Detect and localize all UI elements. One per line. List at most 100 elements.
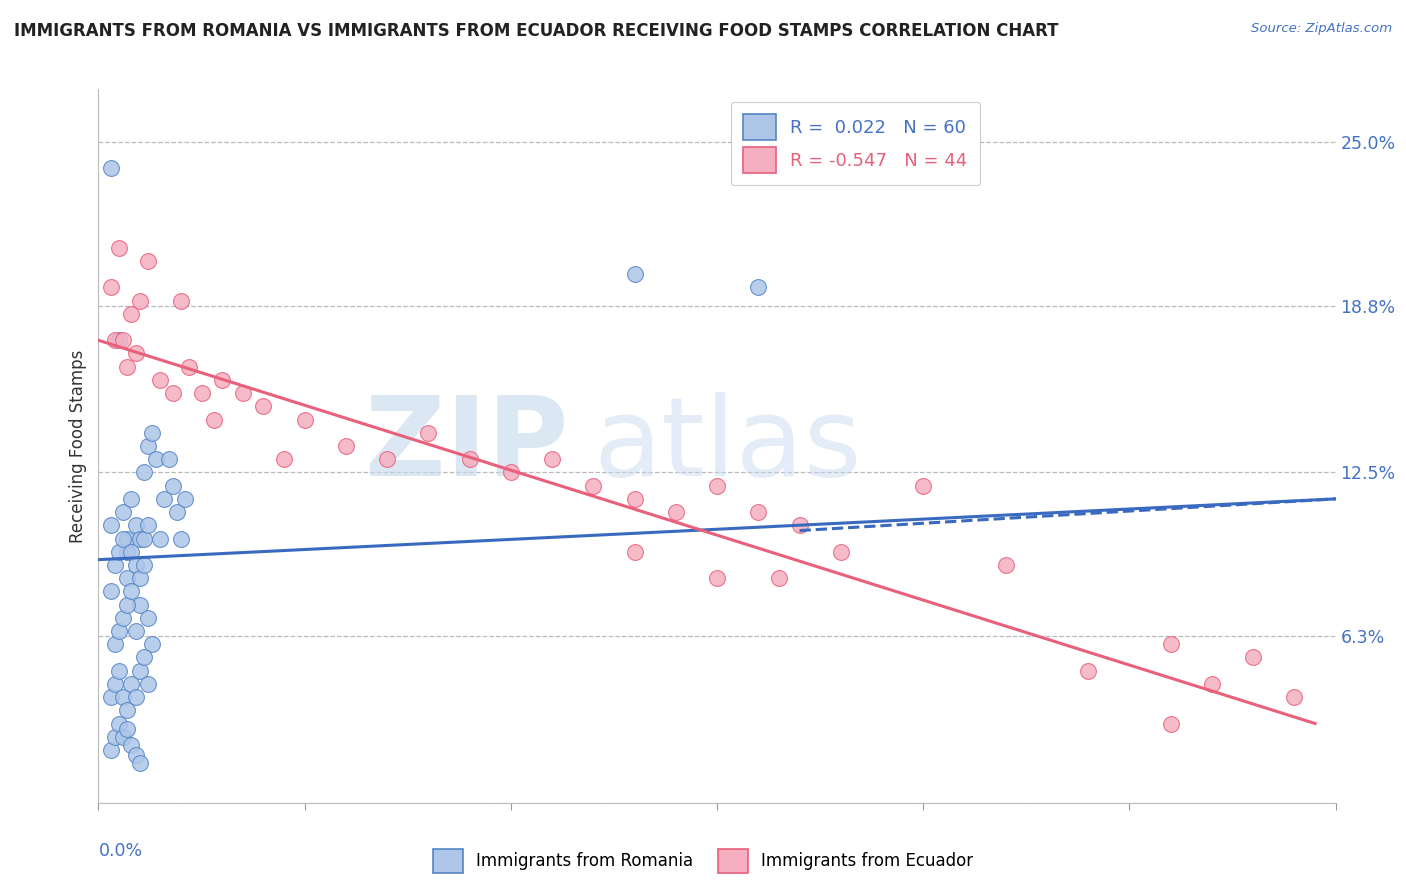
- Point: [124, 690, 146, 704]
- Point: [145, 452, 167, 467]
- Point: [117, 359, 139, 374]
- Point: [1160, 716, 1182, 731]
- Legend: R =  0.022   N = 60, R = -0.547   N = 44: R = 0.022 N = 60, R = -0.547 N = 44: [731, 102, 980, 186]
- Point: [104, 730, 127, 744]
- Point: [170, 293, 193, 308]
- Point: [108, 333, 131, 347]
- Point: [104, 333, 127, 347]
- Point: [124, 624, 146, 638]
- Point: [124, 346, 146, 360]
- Point: [273, 452, 295, 467]
- Point: [100, 161, 122, 176]
- Point: [623, 267, 645, 281]
- Point: [117, 571, 139, 585]
- Point: [157, 452, 180, 467]
- Point: [211, 373, 233, 387]
- Point: [120, 545, 142, 559]
- Point: [706, 571, 728, 585]
- Point: [141, 425, 163, 440]
- Point: [128, 664, 150, 678]
- Point: [100, 280, 122, 294]
- Point: [100, 743, 122, 757]
- Point: [294, 412, 316, 426]
- Point: [541, 452, 564, 467]
- Point: [335, 439, 357, 453]
- Point: [912, 478, 935, 492]
- Point: [499, 466, 522, 480]
- Point: [458, 452, 481, 467]
- Point: [120, 491, 142, 506]
- Point: [747, 505, 769, 519]
- Point: [623, 545, 645, 559]
- Point: [136, 518, 159, 533]
- Point: [132, 466, 155, 480]
- Point: [162, 478, 184, 492]
- Point: [124, 748, 146, 763]
- Point: [665, 505, 688, 519]
- Point: [768, 571, 790, 585]
- Point: [174, 491, 197, 506]
- Point: [1284, 690, 1306, 704]
- Text: Source: ZipAtlas.com: Source: ZipAtlas.com: [1251, 22, 1392, 36]
- Point: [124, 518, 146, 533]
- Point: [232, 386, 254, 401]
- Point: [108, 716, 131, 731]
- Point: [117, 545, 139, 559]
- Point: [162, 386, 184, 401]
- Point: [108, 545, 131, 559]
- Point: [190, 386, 212, 401]
- Point: [108, 624, 131, 638]
- Point: [120, 677, 142, 691]
- Point: [747, 280, 769, 294]
- Point: [136, 677, 159, 691]
- Point: [1201, 677, 1223, 691]
- Point: [582, 478, 605, 492]
- Text: IMMIGRANTS FROM ROMANIA VS IMMIGRANTS FROM ECUADOR RECEIVING FOOD STAMPS CORRELA: IMMIGRANTS FROM ROMANIA VS IMMIGRANTS FR…: [14, 22, 1059, 40]
- Point: [1241, 650, 1264, 665]
- Text: ZIP: ZIP: [366, 392, 568, 500]
- Point: [789, 518, 811, 533]
- Point: [117, 598, 139, 612]
- Legend: Immigrants from Romania, Immigrants from Ecuador: Immigrants from Romania, Immigrants from…: [426, 842, 980, 880]
- Point: [112, 730, 135, 744]
- Point: [128, 756, 150, 771]
- Point: [100, 584, 122, 599]
- Point: [112, 333, 135, 347]
- Point: [141, 637, 163, 651]
- Point: [994, 558, 1017, 572]
- Point: [252, 400, 274, 414]
- Point: [375, 452, 398, 467]
- Point: [136, 611, 159, 625]
- Point: [132, 532, 155, 546]
- Point: [112, 505, 135, 519]
- Point: [149, 532, 172, 546]
- Text: atlas: atlas: [593, 392, 862, 500]
- Point: [149, 373, 172, 387]
- Point: [120, 307, 142, 321]
- Point: [124, 558, 146, 572]
- Point: [104, 637, 127, 651]
- Point: [112, 690, 135, 704]
- Point: [112, 532, 135, 546]
- Point: [128, 293, 150, 308]
- Point: [179, 359, 201, 374]
- Point: [132, 650, 155, 665]
- Point: [132, 558, 155, 572]
- Point: [117, 532, 139, 546]
- Point: [153, 491, 176, 506]
- Point: [418, 425, 440, 440]
- Text: 0.0%: 0.0%: [98, 842, 142, 860]
- Point: [706, 478, 728, 492]
- Point: [136, 254, 159, 268]
- Point: [128, 571, 150, 585]
- Point: [623, 491, 645, 506]
- Point: [100, 690, 122, 704]
- Point: [170, 532, 193, 546]
- Point: [128, 598, 150, 612]
- Point: [104, 558, 127, 572]
- Point: [136, 439, 159, 453]
- Point: [117, 722, 139, 736]
- Point: [104, 677, 127, 691]
- Point: [120, 738, 142, 752]
- Point: [100, 518, 122, 533]
